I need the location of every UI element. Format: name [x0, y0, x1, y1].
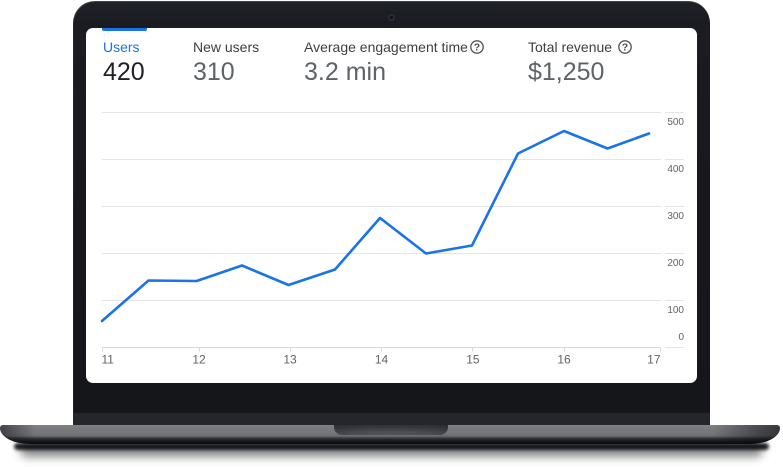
svg-text:17: 17 [647, 353, 661, 367]
svg-text:400: 400 [667, 164, 684, 175]
svg-text:16: 16 [557, 353, 571, 367]
svg-text:?: ? [622, 42, 628, 54]
svg-text:12: 12 [192, 353, 206, 367]
svg-text:100: 100 [667, 305, 684, 316]
svg-text:?: ? [474, 42, 480, 54]
svg-text:14: 14 [375, 353, 389, 367]
svg-text:13: 13 [283, 353, 297, 367]
svg-text:300: 300 [667, 211, 684, 222]
svg-text:500: 500 [667, 117, 684, 128]
svg-text:11: 11 [102, 353, 115, 367]
svg-text:15: 15 [466, 353, 480, 367]
svg-text:0: 0 [678, 332, 684, 343]
svg-text:200: 200 [667, 258, 684, 269]
